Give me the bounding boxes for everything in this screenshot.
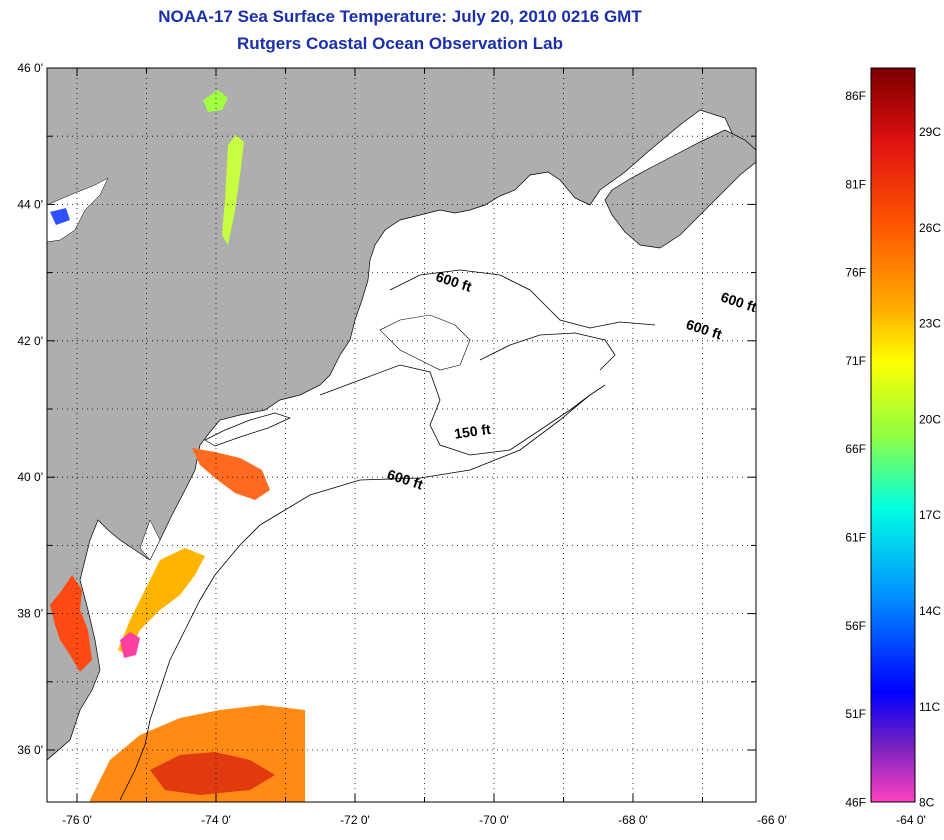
lon-label: -74 0' (201, 813, 231, 827)
longitude-labels: -76 0' -74 0' -72 0' -70 0' -68 0' -66 0' -64 … (62, 813, 926, 827)
colorbar-f-label: 81F (845, 177, 866, 191)
sst-patch-south-red (150, 752, 275, 795)
lon-label: -70 0' (479, 813, 509, 827)
sst-patch-ontario-blue (50, 208, 70, 225)
colorbar-f-label: 61F (845, 531, 866, 545)
lat-label: 38 0' (17, 607, 43, 621)
map-title: NOAA-17 Sea Surface Temperature: July 20… (158, 7, 642, 26)
colorbar-c-label: 14C (919, 604, 941, 618)
map-ticks (47, 67, 756, 802)
colorbar-c-label: 8C (919, 796, 935, 810)
sst-patch-nj-coast (118, 548, 205, 655)
colorbar-f-label: 56F (845, 619, 866, 633)
map-subtitle: Rutgers Coastal Ocean Observation Lab (237, 34, 563, 53)
map-area (47, 68, 756, 802)
colorbar-c-label: 29C (919, 125, 941, 139)
latitude-labels: 46 0' 44 0' 42 0' 40 0' 38 0' 36 0' (17, 61, 43, 757)
delaware-bay (139, 519, 161, 561)
colorbar-f-label: 51F (845, 707, 866, 721)
lat-label: 44 0' (17, 197, 43, 211)
lat-label: 46 0' (17, 61, 43, 75)
lon-label: -68 0' (618, 813, 648, 827)
colorbar-f-label: 46F (845, 795, 866, 809)
colorbar-f-label: 86F (845, 89, 866, 103)
isobath-600ft-shelf (119, 384, 606, 801)
colorbar-f-label: 66F (845, 442, 866, 456)
long-island (204, 412, 291, 447)
lat-label: 42 0' (17, 334, 43, 348)
sst-patch-magenta (120, 632, 140, 658)
isobath-gulf-inner (379, 314, 471, 371)
temperature-colorbar (870, 67, 916, 803)
sst-patch-maine-green (203, 90, 228, 112)
isobath-label: 150 ft (453, 421, 492, 442)
isobath-150ft (319, 364, 591, 456)
colorbar-fahrenheit-labels: 86F 81F 76F 71F 66F 61F 56F 51F 46F (845, 89, 866, 809)
land-nova-scotia (604, 129, 756, 249)
colorbar-c-label: 17C (919, 508, 941, 522)
colorbar-celsius-labels: 29C 26C 23C 20C 17C 14C 11C 8C (919, 125, 941, 810)
lat-label: 40 0' (17, 470, 43, 484)
colorbar-f-label: 71F (845, 354, 866, 368)
isobath-600ft-gulf (389, 269, 656, 329)
colorbar-c-label: 11C (919, 700, 940, 714)
colorbar-c-label: 23C (919, 317, 941, 331)
colorbar-f-label: 76F (845, 266, 866, 280)
colorbar-c-label: 26C (919, 221, 941, 235)
sst-patch-chesapeake (50, 575, 92, 672)
sst-patch-ny-bight (192, 448, 270, 500)
lon-label: -72 0' (340, 813, 370, 827)
lon-label: -66 0' (757, 813, 787, 827)
lon-label: -76 0' (62, 813, 92, 827)
sst-patch-maine-streak (222, 135, 244, 245)
map-frame (46, 67, 757, 803)
land-mainland (47, 68, 756, 761)
lake-ontario (47, 177, 109, 243)
colorbar-c-label: 20C (919, 412, 941, 426)
lat-label: 36 0' (17, 743, 43, 757)
lon-label: -64 0' (896, 813, 926, 827)
isobath-600ft-georges (479, 332, 616, 371)
